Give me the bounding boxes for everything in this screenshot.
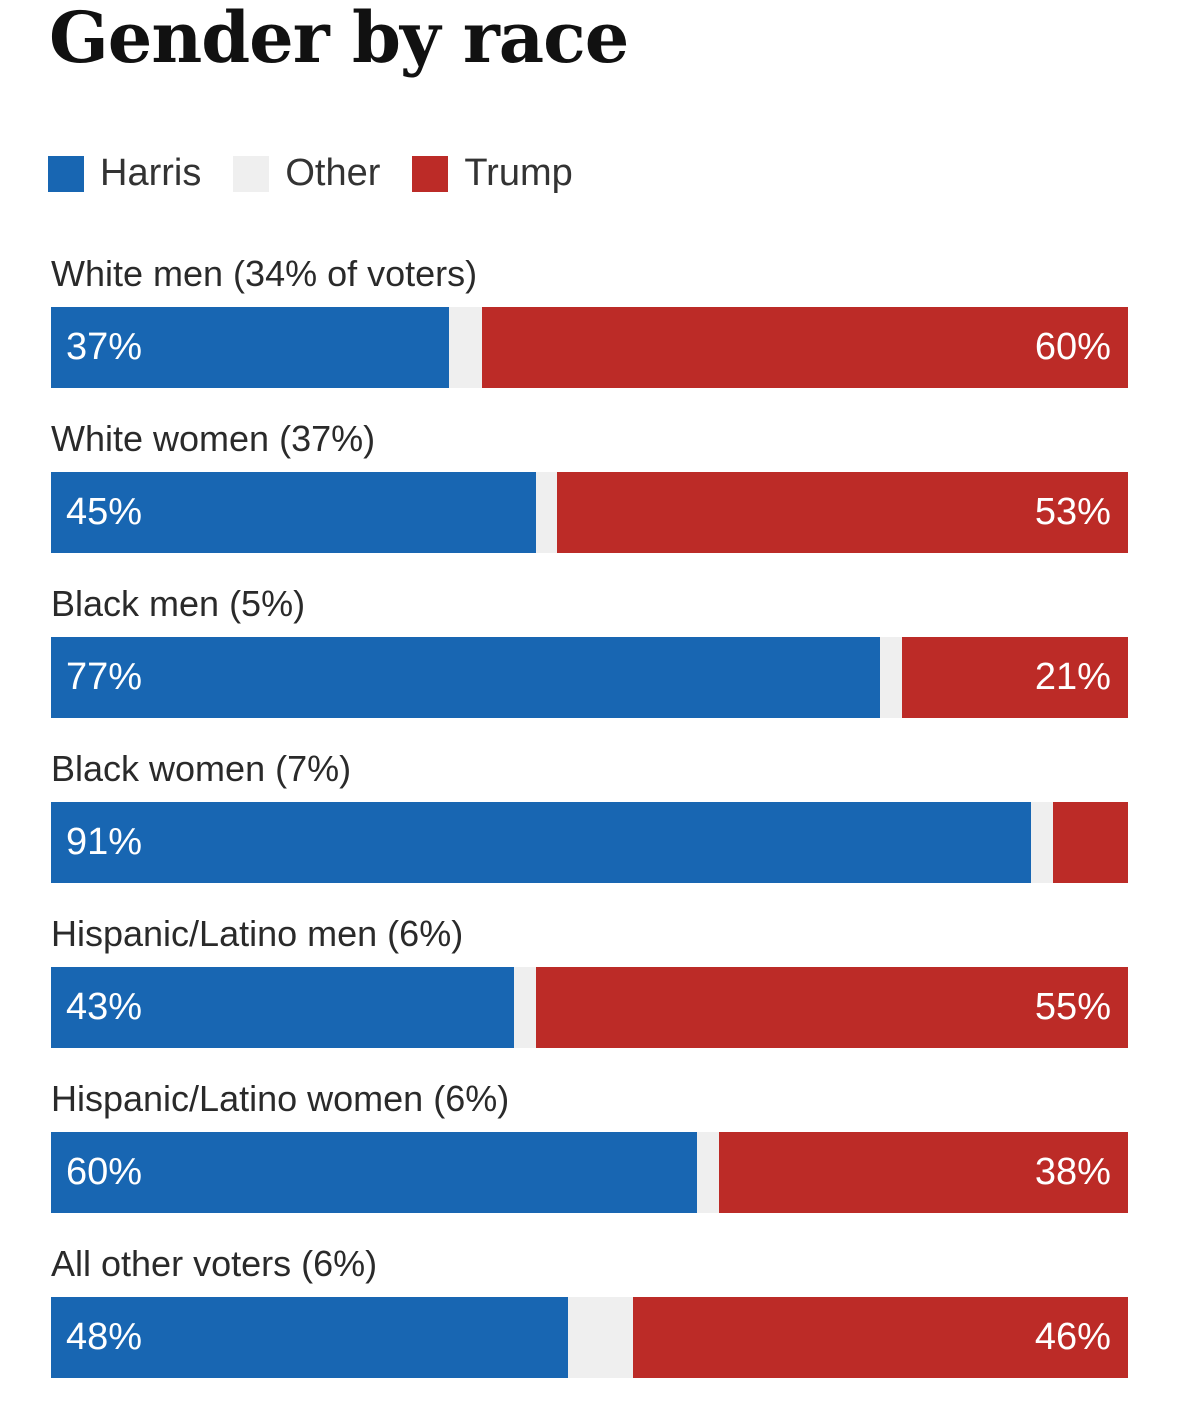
bar-segment-harris: 45% [51, 472, 536, 553]
bar-row: Hispanic/Latino men (6%) 43% 55% [51, 913, 1128, 1048]
legend-label: Other [285, 152, 381, 194]
bar-segment-harris: 43% [51, 967, 515, 1048]
data-label: 77% [66, 656, 143, 698]
legend-item-trump: Trump [412, 152, 573, 195]
data-label: 60% [1034, 326, 1111, 368]
category-label: Hispanic/Latino men (6%) [51, 913, 464, 954]
category-label: Hispanic/Latino women (6%) [51, 1078, 510, 1119]
bar-row: White women (37%) 45% 53% [51, 418, 1128, 553]
legend-label: Trump [464, 152, 573, 194]
legend-swatch [48, 155, 84, 192]
data-label: 55% [1034, 986, 1111, 1028]
bar-row: All other voters (6%) 48% 46% [51, 1243, 1128, 1378]
bar-row: Black men (5%) 77% 21% [51, 583, 1128, 718]
category-label: Black men (5%) [51, 583, 306, 624]
data-label: 48% [66, 1316, 143, 1358]
data-label: 21% [1034, 656, 1111, 698]
bar-row: Black women (7%) 91% [51, 748, 1128, 883]
bar-segment-harris: 60% [51, 1132, 698, 1213]
bar-segment-other [449, 307, 482, 388]
bar-row: Hispanic/Latino women (6%) 60% 38% [51, 1078, 1128, 1213]
stacked-bar: 91% [51, 802, 1128, 883]
bar-segment-trump: 55% [535, 967, 1128, 1048]
data-label: 53% [1034, 491, 1111, 533]
data-label: 38% [1034, 1151, 1111, 1193]
legend-swatch [412, 155, 449, 192]
legend-label: Harris [100, 152, 202, 194]
stacked-bar: 43% 55% [51, 967, 1128, 1048]
category-label: Black women (7%) [51, 748, 352, 789]
data-label: 37% [66, 326, 143, 368]
category-label: White women (37%) [51, 418, 376, 459]
bar-segment-other [535, 472, 558, 553]
bar-segment-other [697, 1132, 719, 1213]
bar-segment-trump: 38% [718, 1132, 1128, 1213]
legend: Harris Other Trump [48, 152, 605, 195]
bar-segment-other [880, 637, 902, 718]
data-label: 46% [1034, 1316, 1111, 1358]
bar-segment-trump: 53% [557, 472, 1128, 553]
data-label: 45% [66, 491, 143, 533]
stacked-bar: 45% 53% [51, 472, 1128, 553]
bar-segment-trump: 60% [481, 307, 1128, 388]
chart-title: Gender by race [49, 0, 629, 79]
bar-segment-other [567, 1297, 633, 1378]
stacked-bar: 37% 60% [51, 307, 1128, 388]
legend-swatch [233, 155, 270, 192]
legend-item-other: Other [233, 152, 380, 195]
stacked-bar: 60% 38% [51, 1132, 1128, 1213]
bar-segment-other [514, 967, 536, 1048]
bar-segment-trump: 46% [632, 1297, 1128, 1378]
category-label: All other voters (6%) [51, 1243, 378, 1284]
legend-item-harris: Harris [48, 152, 201, 195]
bar-segment-harris: 91% [51, 802, 1032, 883]
bar-segment-trump [1052, 802, 1128, 883]
bar-segment-harris: 77% [51, 637, 881, 718]
data-label: 43% [66, 986, 143, 1028]
data-label: 60% [66, 1151, 143, 1193]
bar-segment-other [1031, 802, 1053, 883]
category-label: White men (34% of voters) [51, 253, 478, 294]
bar-segment-harris: 48% [51, 1297, 568, 1378]
data-label: 91% [66, 821, 143, 863]
stacked-bar: 48% 46% [51, 1297, 1128, 1378]
bar-segment-harris: 37% [51, 307, 450, 388]
stacked-bar: 77% 21% [51, 637, 1128, 718]
bar-segment-trump: 21% [901, 637, 1128, 718]
bar-row: White men (34% of voters) 37% 60% [51, 253, 1128, 388]
